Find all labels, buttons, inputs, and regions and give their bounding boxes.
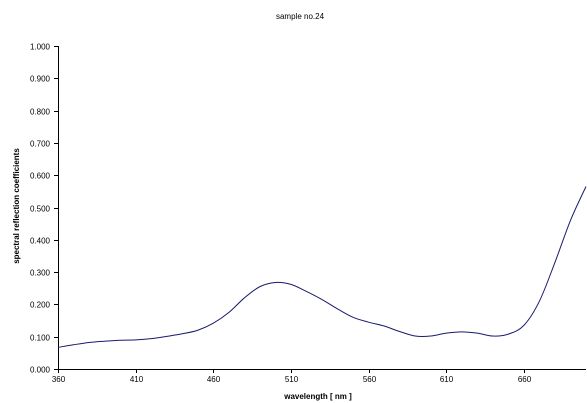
- y-tick-label: 0.500: [30, 205, 51, 214]
- y-tick-label: 0.600: [30, 172, 51, 181]
- x-tick-label: 610: [440, 375, 454, 384]
- axes: [58, 46, 586, 370]
- series-line: [57, 186, 587, 348]
- y-tick-label: 0.700: [30, 140, 51, 149]
- x-tick-label: 560: [363, 375, 377, 384]
- y-tick-label: 0.000: [30, 366, 51, 375]
- y-axis-ticks: 0.000 0.100 0.200 0.300 0.400 0.500 0.600 0.700…: [30, 43, 58, 375]
- x-tick-label: 510: [285, 375, 299, 384]
- y-tick-label: 0.200: [30, 301, 51, 310]
- chart-title: sample no.24: [276, 12, 325, 21]
- y-axis-title: spectral reflection coefficients: [12, 148, 21, 264]
- x-tick-label: 360: [52, 375, 66, 384]
- x-tick-label: 660: [518, 375, 532, 384]
- x-axis-ticks: 360 410 460 510 560 610 660: [52, 369, 532, 384]
- x-tick-label: 410: [130, 375, 144, 384]
- y-tick-label: 0.400: [30, 237, 51, 246]
- y-tick-label: 0.900: [30, 75, 51, 84]
- x-axis-title: wavelength [ nm ]: [283, 392, 352, 401]
- y-tick-label: 0.800: [30, 108, 51, 117]
- y-tick-label: 0.300: [30, 269, 51, 278]
- x-tick-label: 460: [207, 375, 221, 384]
- y-tick-label: 0.100: [30, 334, 51, 343]
- y-tick-label: 1.000: [30, 43, 51, 52]
